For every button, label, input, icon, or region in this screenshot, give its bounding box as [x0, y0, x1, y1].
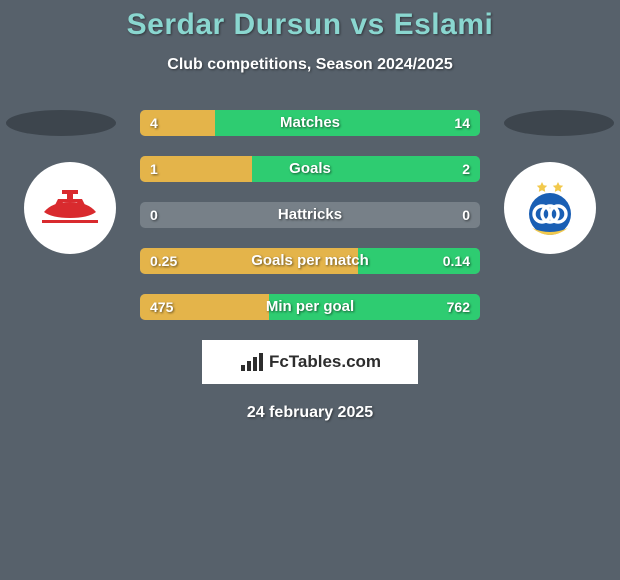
- date: 24 february 2025: [0, 404, 620, 422]
- player-shadow-left: [6, 110, 116, 136]
- stat-row: 00Hattricks: [140, 202, 480, 228]
- esteghlal-logo-icon: [512, 170, 588, 246]
- stat-row: 0.250.14Goals per match: [140, 248, 480, 274]
- persepolis-logo-icon: [32, 170, 108, 246]
- comparison-infographic: Serdar Dursun vs Eslami Club competition…: [0, 0, 620, 580]
- stats-bars: 414Matches 12Goals 00Hattricks 0.250.14Goal…: [140, 110, 480, 320]
- club-badge-right: [504, 162, 596, 254]
- brand-text: FcTables.com: [269, 352, 381, 372]
- brand-box: FcTables.com: [202, 340, 418, 384]
- club-badge-left: [24, 162, 116, 254]
- page-title: Serdar Dursun vs Eslami: [0, 0, 620, 42]
- subtitle: Club competitions, Season 2024/2025: [0, 56, 620, 74]
- stat-row: 475762Min per goal: [140, 294, 480, 320]
- bar-chart-icon: [239, 351, 265, 373]
- stat-label: Goals per match: [140, 248, 480, 274]
- stat-row: 414Matches: [140, 110, 480, 136]
- main-area: 414Matches 12Goals 00Hattricks 0.250.14Goal…: [0, 110, 620, 422]
- stat-label: Matches: [140, 110, 480, 136]
- stat-label: Hattricks: [140, 202, 480, 228]
- stat-label: Goals: [140, 156, 480, 182]
- stat-row: 12Goals: [140, 156, 480, 182]
- stat-label: Min per goal: [140, 294, 480, 320]
- player-shadow-right: [504, 110, 614, 136]
